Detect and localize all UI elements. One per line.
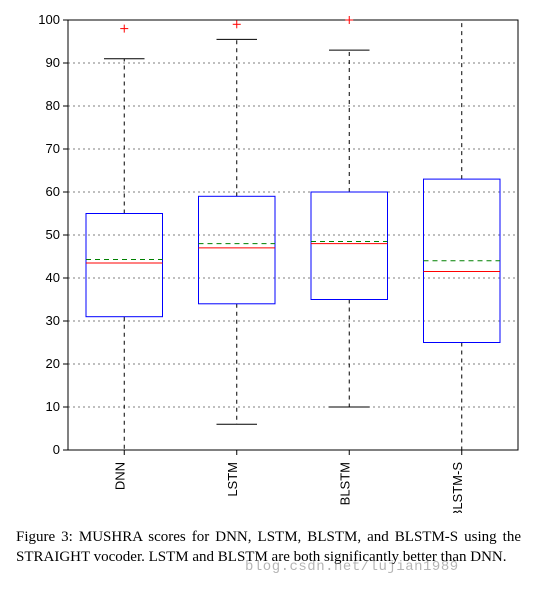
watermark-text: blog.csdn.net/lujian1989 [245, 559, 459, 575]
x-category-label: BLSTM-S [450, 462, 465, 513]
boxplot-chart: 0 10 20 30 40 50 60 70 80 90 100 DNN LSTM BLSTM BLSTM-… [10, 8, 527, 513]
x-category-label: LSTM [225, 462, 240, 497]
y-tick-label: 50 [46, 227, 60, 242]
y-tick-label: 0 [53, 442, 60, 457]
y-tick-label: 20 [46, 356, 60, 371]
y-tick-label: 60 [46, 184, 60, 199]
y-tick-label: 90 [46, 55, 60, 70]
y-tick-label: 40 [46, 270, 60, 285]
y-tick-label: 100 [38, 12, 60, 27]
x-category-label: DNN [112, 462, 127, 490]
y-tick-label: 70 [46, 141, 60, 156]
y-tick-label: 80 [46, 98, 60, 113]
x-category-label: BLSTM [337, 462, 352, 505]
y-tick-label: 30 [46, 313, 60, 328]
y-tick-label: 10 [46, 399, 60, 414]
